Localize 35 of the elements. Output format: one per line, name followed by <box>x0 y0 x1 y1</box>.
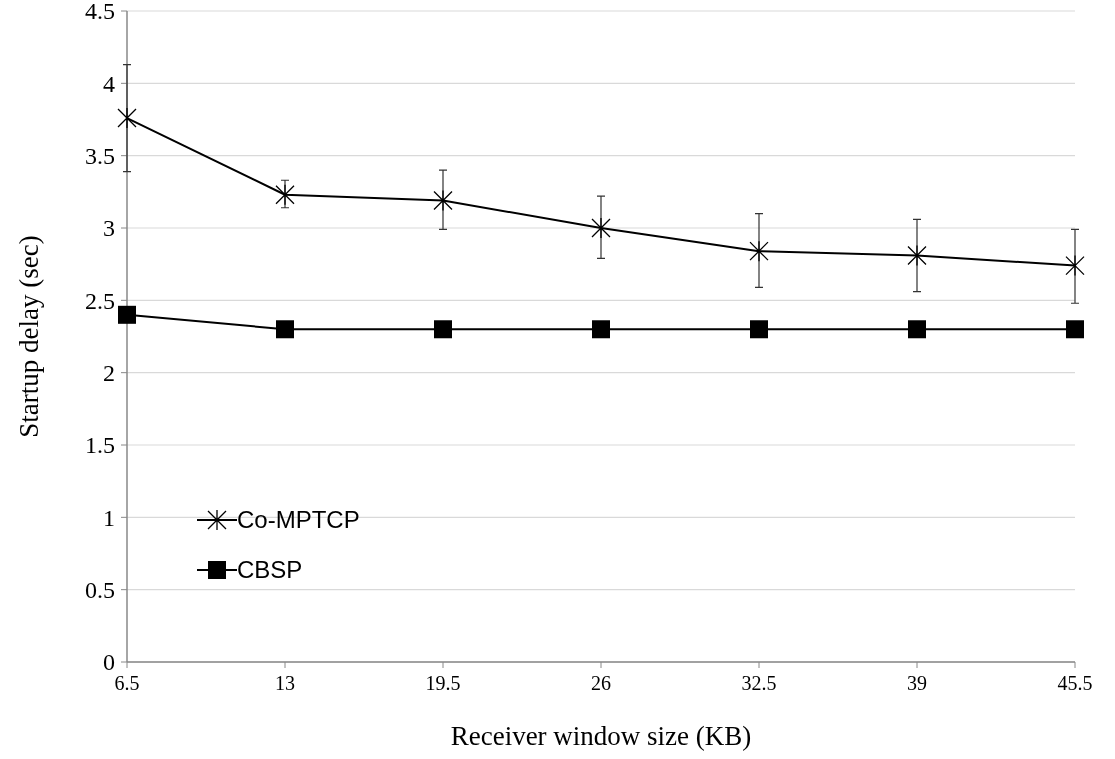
y-tick-label: 3 <box>103 215 115 242</box>
x-tick-label: 45.5 <box>1057 672 1093 694</box>
point <box>592 320 610 339</box>
x-tick-label: 6.5 <box>114 672 140 694</box>
point <box>276 320 294 339</box>
x-tick-label: 39 <box>907 672 927 694</box>
point <box>275 184 295 206</box>
point <box>1066 320 1084 339</box>
point <box>117 108 137 128</box>
point <box>118 305 136 324</box>
y-tick-label: 1 <box>103 504 115 531</box>
y-tick-label: 4.5 <box>85 0 115 25</box>
x-tick-label: 26 <box>591 672 611 694</box>
y-tick-label: 0.5 <box>85 577 115 604</box>
y-tick-label: 0 <box>103 649 115 676</box>
point <box>433 189 453 212</box>
x-tick-label: 13 <box>275 672 295 694</box>
y-tick-label: 4 <box>103 70 115 97</box>
x-tick-label: 32.5 <box>741 672 777 694</box>
legend-label: CBSP <box>237 556 303 584</box>
point <box>750 320 768 339</box>
point <box>1065 254 1085 277</box>
y-tick-label: 2 <box>103 360 115 387</box>
x-axis-title: Receiver window size (KB) <box>450 721 752 751</box>
point <box>591 217 611 239</box>
point <box>749 240 769 262</box>
y-tick-label: 1.5 <box>85 432 115 459</box>
y-tick-label: 3.5 <box>85 143 115 170</box>
point <box>908 320 926 339</box>
x-tick-label: 19.5 <box>425 672 461 694</box>
y-axis-title: Startup delay (sec) <box>14 235 44 438</box>
y-tick-label: 2.5 <box>85 287 115 314</box>
point <box>434 320 452 339</box>
point <box>907 244 927 267</box>
legend-label: Co-MPTCP <box>237 506 360 534</box>
